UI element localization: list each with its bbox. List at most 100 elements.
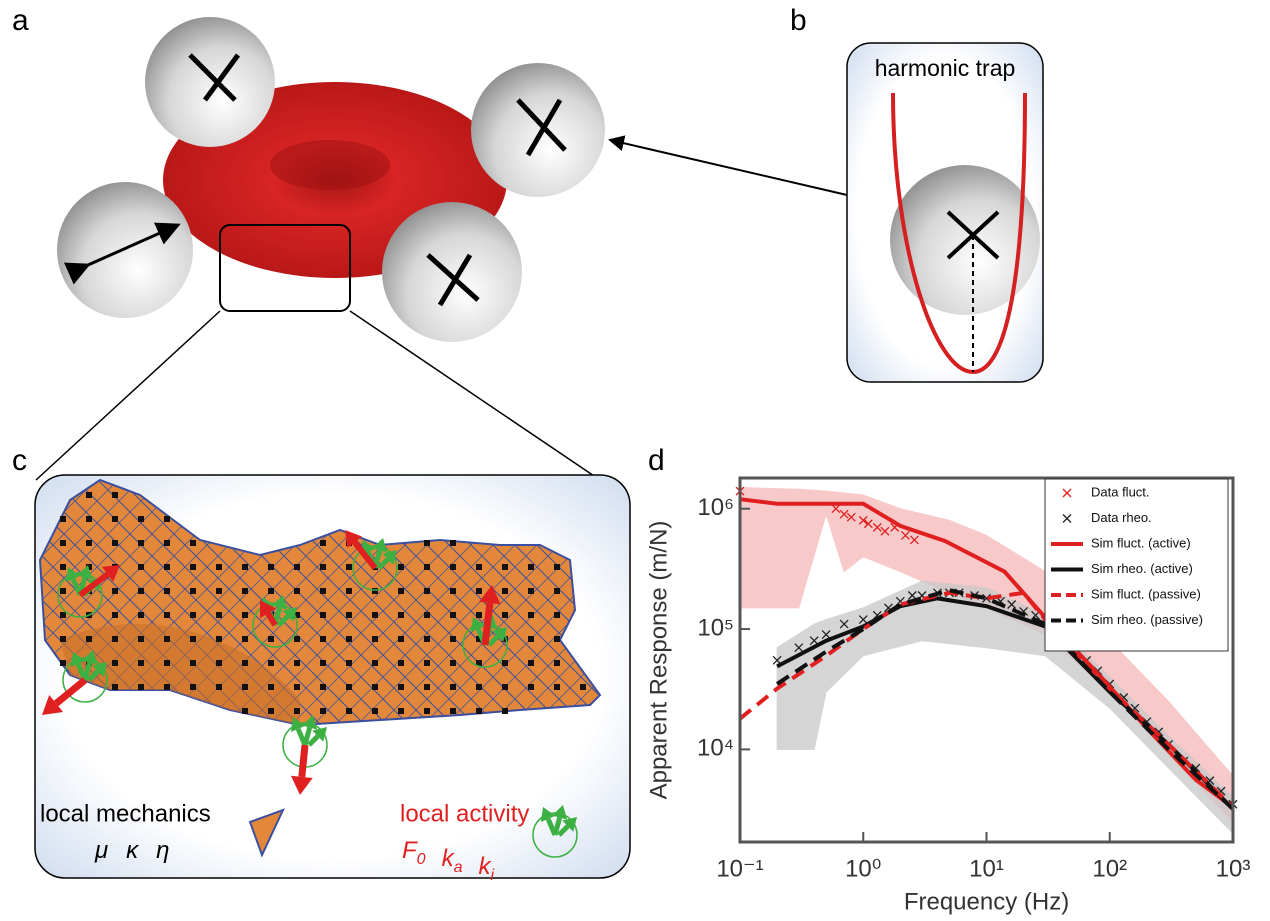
zoom-line [349, 310, 601, 481]
mesh-node [294, 684, 300, 690]
arrow-head [290, 717, 306, 733]
mesh-node [294, 612, 300, 618]
mesh-node [398, 708, 404, 714]
arrow-head [82, 650, 98, 665]
mesh-node [502, 684, 508, 690]
mesh-node [554, 660, 560, 666]
mesh-node [294, 588, 300, 594]
mesh-node [60, 588, 66, 594]
mesh-node [346, 636, 352, 642]
mesh-edge [417, 480, 600, 725]
data-point [863, 519, 873, 529]
legend-label: Sim fluct. (passive) [1091, 586, 1201, 601]
mesh-node [138, 612, 144, 618]
mesh-node [86, 636, 92, 642]
activity-label: local activity [400, 800, 529, 827]
mesh-node [294, 660, 300, 666]
mesh-node [424, 660, 430, 666]
mesh-node [398, 564, 404, 570]
mesh-node [554, 612, 560, 618]
y-tick-label: 10⁵ [697, 614, 734, 641]
mesh-node [138, 564, 144, 570]
mesh-node [528, 684, 534, 690]
data-point [909, 535, 919, 545]
mesh-node [450, 684, 456, 690]
arrow-shaft [53, 677, 88, 707]
legend-label: Sim fluct. (active) [1091, 535, 1191, 550]
mesh-node [424, 588, 430, 594]
mesh-node [268, 564, 274, 570]
arrow-head [77, 565, 93, 580]
mesh-node [346, 612, 352, 618]
mesh-node [320, 660, 326, 666]
arrow-head [382, 550, 397, 565]
mesh-node [476, 636, 482, 642]
mesh-node [424, 636, 430, 642]
mesh-node [398, 660, 404, 666]
legend-label: Data rheo. [1091, 510, 1152, 525]
mesh-node [580, 684, 586, 690]
mesh-node [86, 492, 92, 498]
mesh-node [294, 636, 300, 642]
mesh-node [476, 588, 482, 594]
subscript: i [490, 867, 494, 884]
mesh-node [346, 660, 352, 666]
mesh-node [138, 684, 144, 690]
mesh-node [112, 588, 118, 594]
subscript: a [454, 859, 463, 876]
mesh-node [268, 636, 274, 642]
data-point [821, 630, 831, 640]
trap-title: harmonic trap [875, 55, 1016, 81]
mesh-node [450, 708, 456, 714]
activity-symbols: F0 ka ki [402, 837, 494, 884]
symbol: η [156, 837, 169, 864]
data-point [831, 504, 841, 514]
data-point [858, 515, 868, 525]
y-tick-label: 10⁶ [697, 494, 734, 521]
sim-line [738, 590, 1235, 809]
mesh-node [450, 564, 456, 570]
mesh-node [190, 636, 196, 642]
mesh-edge [40, 480, 195, 725]
mesh-node [528, 612, 534, 618]
mesh-node [190, 564, 196, 570]
mesh-node [398, 684, 404, 690]
mesh-node [164, 588, 170, 594]
mesh-node [528, 564, 534, 570]
mesh-node [346, 588, 352, 594]
arrow-head [312, 727, 327, 742]
mesh-node [242, 636, 248, 642]
arrow-shaft [277, 614, 290, 627]
mesh-node [476, 684, 482, 690]
mesh-node [268, 684, 274, 690]
arrow-head [552, 805, 568, 820]
data-point [982, 593, 991, 603]
sim-line [739, 497, 1235, 809]
mesh-node [60, 564, 66, 570]
arrow-shaft [557, 824, 570, 837]
mesh-node [528, 588, 534, 594]
mesh-node [112, 612, 118, 618]
mesh-node [242, 684, 248, 690]
data-point [872, 522, 882, 532]
mesh-node [138, 540, 144, 546]
data-point [900, 530, 910, 540]
arrow-head [272, 595, 288, 610]
mesh-node [216, 684, 222, 690]
arrow-head [470, 617, 486, 633]
mesh-node [112, 540, 118, 546]
mesh-node [164, 516, 170, 522]
mesh-node [424, 612, 430, 618]
arrow-shaft [377, 557, 390, 570]
arrow-head [479, 585, 501, 605]
mesh-fold [60, 623, 300, 725]
mesh-node [424, 708, 430, 714]
mesh-node [424, 684, 430, 690]
mesh-edge [483, 480, 600, 725]
mesh-node [372, 660, 378, 666]
arrow-head [290, 775, 313, 795]
arrow-head [70, 652, 86, 668]
mesh-node [190, 540, 196, 546]
mesh-node [476, 564, 482, 570]
